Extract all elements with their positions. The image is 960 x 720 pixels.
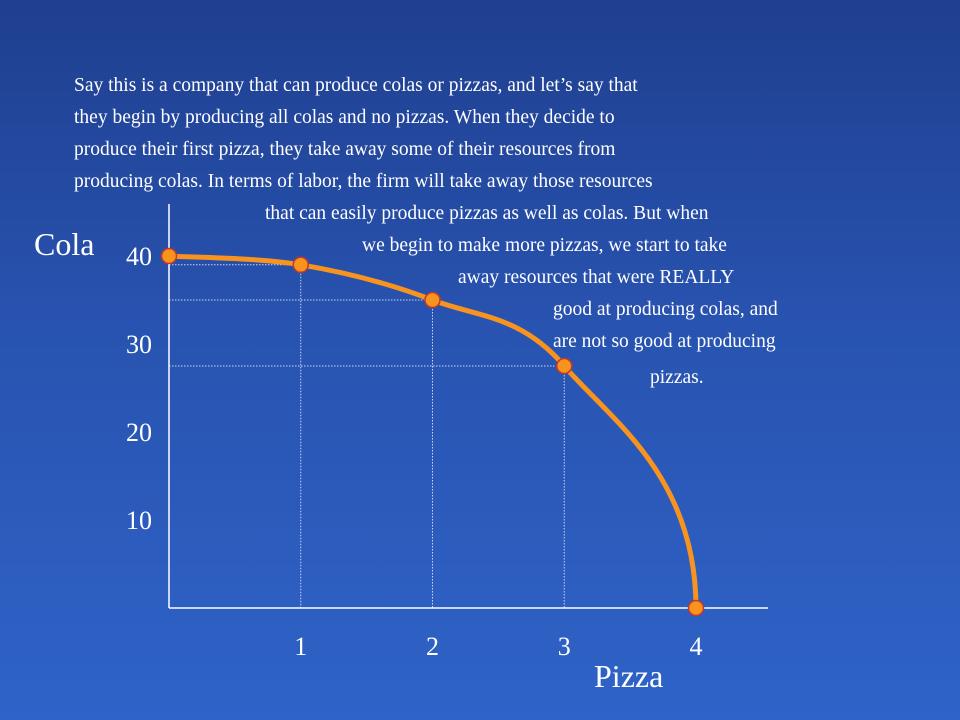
annotation-line-7: away resources that were REALLY [458,267,735,288]
ppf-point-3 [556,357,573,375]
y-tick-label-20: 20 [126,418,152,447]
y-axis-title: Cola [34,226,95,262]
ppf-point-2 [424,291,441,309]
guide-lines [169,264,565,608]
x-tick-label-2: 2 [426,632,439,661]
y-tick-label-10: 10 [126,506,152,535]
x-tick-label-3: 3 [558,632,571,661]
annotation-line-1: Say this is a company that can produce c… [74,75,638,96]
ppf-point-0 [160,247,178,265]
ppf-markers [160,247,705,617]
annotation-line-5: that can easily produce pizzas as well a… [265,203,709,224]
annotation-line-10: pizzas. [650,367,704,388]
x-tick-label-4: 4 [690,632,703,661]
x-tick-labels: 1 2 3 4 [294,632,702,661]
ppf-point-1 [292,256,309,274]
y-tick-labels: 10 20 30 40 [126,242,152,535]
annotation-line-2: they begin by producing all colas and no… [74,107,615,128]
x-tick-label-1: 1 [294,632,307,661]
annotation-line-9: are not so good at producing [553,331,776,352]
annotation-line-3: produce their first pizza, they take awa… [74,139,616,160]
x-axis-title: Pizza [594,658,664,694]
annotation-line-8: good at producing colas, and [553,299,778,320]
y-tick-label-30: 30 [126,330,152,359]
ppf-point-4 [687,599,705,617]
annotation-line-6: we begin to make more pizzas, we start t… [362,235,727,256]
ppf-curve [166,253,699,611]
y-tick-label-40: 40 [126,242,152,271]
annotation-line-4: producing colas. In terms of labor, the … [74,171,653,192]
